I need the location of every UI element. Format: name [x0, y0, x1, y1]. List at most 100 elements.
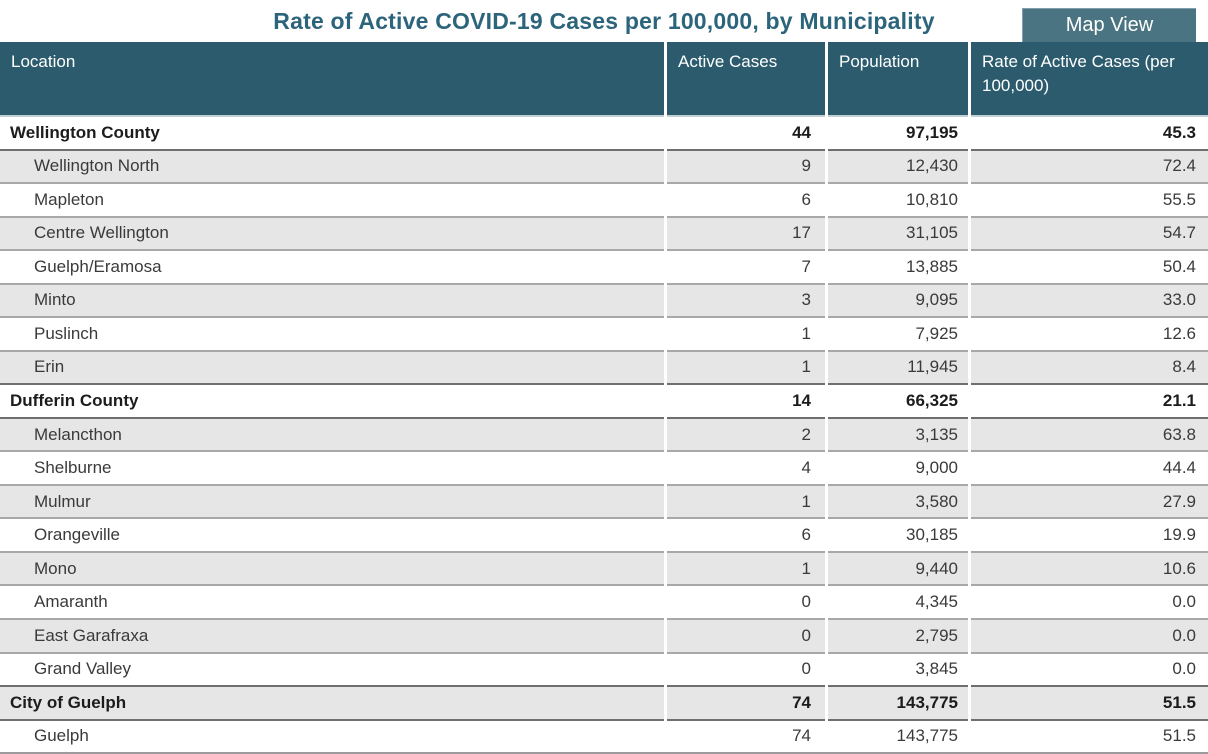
rate-cell: 51.5 — [971, 718, 1208, 753]
table-row[interactable]: Melancthon 2 3,135 63.8 — [0, 416, 1208, 451]
location-cell: East Garafraxa — [0, 617, 664, 652]
active-cases-cell: 6 — [667, 182, 825, 216]
page-title: Rate of Active COVID-19 Cases per 100,00… — [273, 8, 935, 34]
location-cell: Erin — [0, 349, 664, 384]
rate-cell: 27.9 — [971, 483, 1208, 518]
population-cell: 143,775 — [828, 685, 968, 719]
table-row[interactable]: Amaranth 0 4,345 0.0 — [0, 584, 1208, 618]
population-cell: 3,135 — [828, 416, 968, 451]
table-row[interactable]: Guelph 74 143,775 51.5 — [0, 718, 1208, 753]
table-row[interactable]: East Garafraxa 0 2,795 0.0 — [0, 617, 1208, 652]
active-cases-cell: 0 — [667, 617, 825, 652]
location-cell: Grand Valley — [0, 651, 664, 686]
table-row[interactable]: Mono 1 9,440 10.6 — [0, 550, 1208, 585]
rate-cell: 50.4 — [971, 249, 1208, 283]
active-cases-cell: 3 — [667, 282, 825, 317]
location-cell: Orangeville — [0, 517, 664, 551]
location-cell: Guelph — [0, 718, 664, 753]
table-row[interactable]: Dufferin County 14 66,325 21.1 — [0, 383, 1208, 417]
location-cell: Minto — [0, 282, 664, 317]
population-cell: 143,775 — [828, 718, 968, 753]
rate-cell: 0.0 — [971, 617, 1208, 652]
table-header-row: Location Active Cases Population Rate of… — [0, 42, 1208, 115]
table-row[interactable]: Shelburne 4 9,000 44.4 — [0, 450, 1208, 484]
location-cell: Mulmur — [0, 483, 664, 518]
population-cell: 3,845 — [828, 651, 968, 686]
column-header-population[interactable]: Population — [828, 42, 968, 115]
rate-cell: 10.6 — [971, 550, 1208, 585]
location-cell: Centre Wellington — [0, 215, 664, 250]
population-cell: 9,440 — [828, 550, 968, 585]
active-cases-cell: 74 — [667, 685, 825, 719]
population-cell: 3,580 — [828, 483, 968, 518]
column-header-location[interactable]: Location — [0, 42, 664, 115]
title-bar: Rate of Active COVID-19 Cases per 100,00… — [0, 0, 1208, 42]
population-cell: 4,345 — [828, 584, 968, 618]
population-cell: 2,795 — [828, 617, 968, 652]
rate-cell: 55.5 — [971, 182, 1208, 216]
location-cell: Mono — [0, 550, 664, 585]
location-cell: Puslinch — [0, 316, 664, 350]
table-row[interactable]: Mulmur 1 3,580 27.9 — [0, 483, 1208, 518]
population-cell: 30,185 — [828, 517, 968, 551]
active-cases-cell: 44 — [667, 115, 825, 149]
rate-cell: 0.0 — [971, 584, 1208, 618]
rate-cell: 8.4 — [971, 349, 1208, 384]
rate-cell: 33.0 — [971, 282, 1208, 317]
active-cases-cell: 6 — [667, 517, 825, 551]
population-cell: 7,925 — [828, 316, 968, 350]
rate-cell: 0.0 — [971, 651, 1208, 686]
table-row[interactable]: Puslinch 1 7,925 12.6 — [0, 316, 1208, 350]
column-header-rate[interactable]: Rate of Active Cases (per 100,000) — [971, 42, 1208, 115]
rate-cell: 51.5 — [971, 685, 1208, 719]
location-cell: Wellington County — [0, 115, 664, 149]
rate-cell: 45.3 — [971, 115, 1208, 149]
population-cell: 11,945 — [828, 349, 968, 384]
table-row[interactable]: Centre Wellington 17 31,105 54.7 — [0, 215, 1208, 250]
active-cases-cell: 0 — [667, 651, 825, 686]
population-cell: 66,325 — [828, 383, 968, 417]
location-cell: Melancthon — [0, 416, 664, 451]
rate-cell: 63.8 — [971, 416, 1208, 451]
column-header-active-cases[interactable]: Active Cases — [667, 42, 825, 115]
active-cases-cell: 14 — [667, 383, 825, 417]
rate-cell: 12.6 — [971, 316, 1208, 350]
active-cases-cell: 1 — [667, 316, 825, 350]
population-cell: 9,000 — [828, 450, 968, 484]
table-row[interactable]: Minto 3 9,095 33.0 — [0, 282, 1208, 317]
active-cases-cell: 9 — [667, 148, 825, 183]
active-cases-cell: 1 — [667, 349, 825, 384]
location-cell: City of Guelph — [0, 685, 664, 719]
table-row[interactable]: Erin 1 11,945 8.4 — [0, 349, 1208, 384]
population-cell: 31,105 — [828, 215, 968, 250]
rate-cell: 54.7 — [971, 215, 1208, 250]
table-row[interactable]: City of Guelph 74 143,775 51.5 — [0, 685, 1208, 719]
active-cases-cell: 1 — [667, 550, 825, 585]
population-cell: 12,430 — [828, 148, 968, 183]
table-row[interactable]: Wellington County 44 97,195 45.3 — [0, 115, 1208, 149]
active-cases-cell: 4 — [667, 450, 825, 484]
table-row[interactable]: Orangeville 6 30,185 19.9 — [0, 517, 1208, 551]
covid-rate-table: Location Active Cases Population Rate of… — [0, 42, 1208, 754]
rate-cell: 72.4 — [971, 148, 1208, 183]
rate-cell: 21.1 — [971, 383, 1208, 417]
location-cell: Wellington North — [0, 148, 664, 183]
active-cases-cell: 2 — [667, 416, 825, 451]
active-cases-cell: 1 — [667, 483, 825, 518]
table-row[interactable]: Mapleton 6 10,810 55.5 — [0, 182, 1208, 216]
rate-cell: 44.4 — [971, 450, 1208, 484]
active-cases-cell: 17 — [667, 215, 825, 250]
rate-cell: 19.9 — [971, 517, 1208, 551]
table-body: Wellington County 44 97,195 45.3 Wellington … — [0, 115, 1208, 754]
location-cell: Dufferin County — [0, 383, 664, 417]
table-row[interactable]: Guelph/Eramosa 7 13,885 50.4 — [0, 249, 1208, 283]
active-cases-cell: 74 — [667, 718, 825, 753]
active-cases-cell: 7 — [667, 249, 825, 283]
table-row[interactable]: Grand Valley 0 3,845 0.0 — [0, 651, 1208, 686]
table-row[interactable]: Wellington North 9 12,430 72.4 — [0, 148, 1208, 183]
location-cell: Guelph/Eramosa — [0, 249, 664, 283]
population-cell: 10,810 — [828, 182, 968, 216]
map-view-button[interactable]: Map View — [1022, 8, 1196, 42]
location-cell: Shelburne — [0, 450, 664, 484]
location-cell: Mapleton — [0, 182, 664, 216]
